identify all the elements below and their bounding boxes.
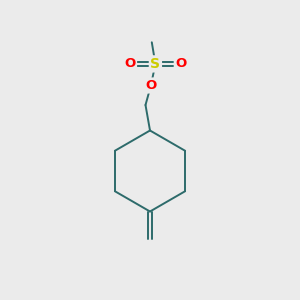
Text: O: O <box>124 57 136 70</box>
Text: O: O <box>145 79 157 92</box>
Text: O: O <box>175 57 187 70</box>
Text: S: S <box>150 57 161 71</box>
